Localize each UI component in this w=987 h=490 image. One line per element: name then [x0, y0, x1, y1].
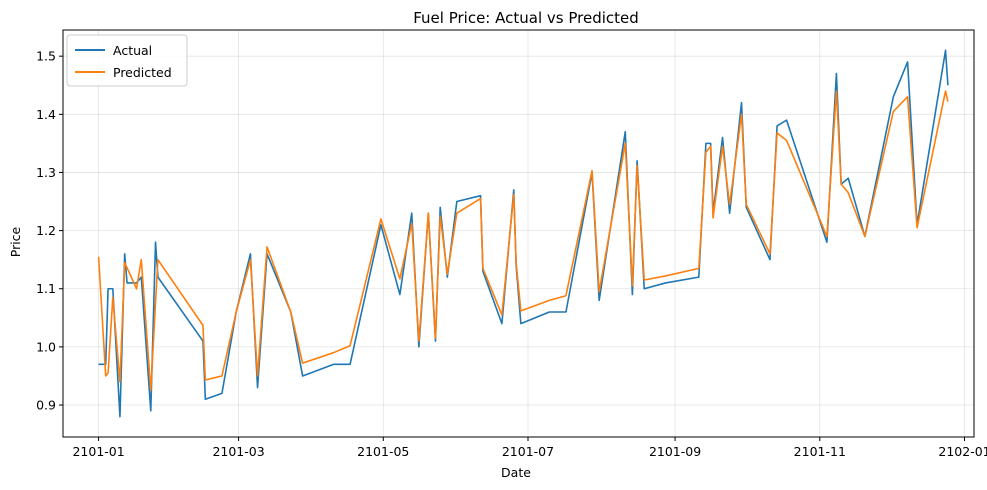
x-axis-ticks: 2101-01 2101-03 2101-05 2101-07 2101-09 2101-… — [72, 437, 987, 459]
y-tick-label: 1.5 — [36, 49, 56, 64]
y-tick-label: 1.2 — [36, 223, 56, 238]
x-tick-label: 2101-05 — [357, 444, 409, 459]
series-lines — [97, 49, 949, 418]
legend-box — [66, 34, 188, 87]
legend: Actual Predicted — [66, 34, 188, 87]
x-tick-label: 2101-09 — [649, 444, 701, 459]
y-axis-ticks: 0.9 1.0 1.1 1.2 1.3 1.4 1.5 — [36, 49, 63, 413]
plot-frame — [62, 29, 975, 438]
grid — [63, 30, 974, 437]
x-tick-label: 2102-01 — [938, 444, 987, 459]
x-tick-label: 2101-03 — [212, 444, 264, 459]
y-tick-label: 1.1 — [36, 281, 56, 296]
y-tick-label: 1.4 — [36, 107, 56, 122]
y-axis-label: Price — [8, 226, 23, 257]
y-tick-label: 0.9 — [36, 398, 56, 413]
y-tick-label: 1.0 — [36, 339, 56, 354]
series-line-actual — [98, 49, 949, 418]
legend-label-actual: Actual — [113, 43, 152, 58]
series-line-predicted — [97, 90, 949, 392]
chart-title: Fuel Price: Actual vs Predicted — [413, 9, 639, 27]
x-axis-label: Date — [501, 465, 531, 480]
x-tick-label: 2101-01 — [72, 444, 124, 459]
legend-label-predicted: Predicted — [113, 65, 172, 80]
x-tick-label: 2101-07 — [502, 444, 554, 459]
x-tick-label: 2101-11 — [794, 444, 846, 459]
y-tick-label: 1.3 — [36, 165, 56, 180]
